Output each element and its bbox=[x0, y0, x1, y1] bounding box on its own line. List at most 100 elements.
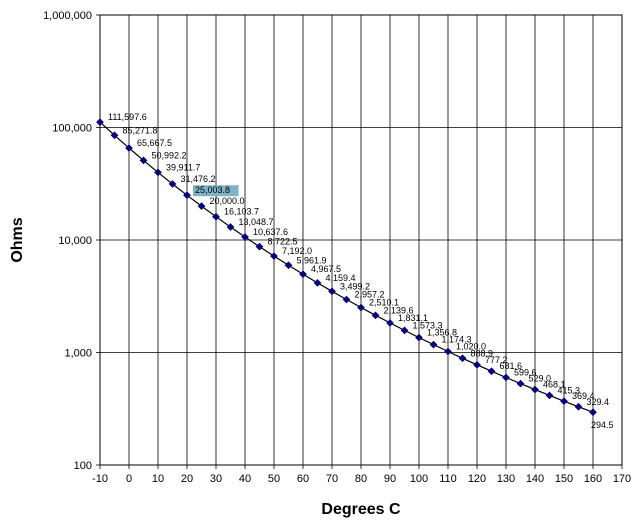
data-label: 888.9 bbox=[471, 348, 494, 358]
data-label: 31,476.2 bbox=[181, 174, 216, 184]
data-label: 16,103.7 bbox=[224, 207, 259, 217]
grid-lines bbox=[99, 14, 623, 466]
data-point bbox=[444, 347, 452, 356]
x-tick-label: -10 bbox=[92, 473, 108, 485]
data-point bbox=[226, 223, 235, 231]
data-point bbox=[589, 408, 597, 417]
data-label: 2,139.6 bbox=[384, 305, 414, 315]
data-label: 1,020.0 bbox=[456, 342, 486, 352]
data-label: 2,510.1 bbox=[369, 298, 399, 308]
data-label: 8,722.5 bbox=[268, 237, 298, 247]
data-point bbox=[516, 379, 525, 388]
data-label: 1,831.1 bbox=[398, 313, 428, 323]
data-label: 2,957.2 bbox=[355, 290, 385, 300]
data-label: 85,271.8 bbox=[123, 125, 158, 135]
data-label: 777.2 bbox=[485, 355, 508, 365]
x-axis-title: Degrees C bbox=[321, 501, 401, 518]
data-point bbox=[502, 373, 510, 382]
data-point bbox=[458, 354, 467, 363]
data-point bbox=[241, 233, 249, 241]
x-tick-label: 60 bbox=[297, 473, 309, 485]
data-label: 4,159.4 bbox=[326, 273, 356, 283]
x-tick-label: 50 bbox=[268, 473, 280, 485]
x-tick-label: 40 bbox=[239, 473, 251, 485]
data-point bbox=[212, 212, 220, 221]
data-point bbox=[270, 252, 278, 261]
x-tick-label: 70 bbox=[326, 473, 338, 485]
data-label: 25,003.8 bbox=[195, 185, 230, 195]
data-labels: 111,597.6 85,271.8 65,667.5 50,992.2 39,911.… bbox=[108, 112, 614, 430]
y-tick-label: 1,000,000 bbox=[43, 10, 92, 22]
x-tick-label: 10 bbox=[152, 473, 164, 485]
x-tick-label: 110 bbox=[439, 473, 457, 485]
x-tick-label: 100 bbox=[410, 473, 428, 485]
data-point bbox=[400, 326, 409, 335]
data-point bbox=[574, 402, 583, 411]
x-tick-label: 30 bbox=[210, 473, 222, 485]
x-tick-label: 80 bbox=[355, 473, 367, 485]
data-point bbox=[125, 144, 133, 153]
data-point bbox=[284, 261, 293, 270]
data-point bbox=[487, 367, 496, 376]
data-label: 39,911.7 bbox=[166, 162, 200, 172]
data-label: 529.0 bbox=[529, 374, 552, 384]
data-label: 50,992.2 bbox=[152, 150, 187, 160]
data-point bbox=[531, 385, 539, 394]
data-point bbox=[313, 278, 322, 287]
data-point bbox=[386, 318, 394, 327]
data-label: 329.4 bbox=[587, 397, 610, 407]
data-point bbox=[255, 242, 264, 251]
data-label: 7,192.0 bbox=[282, 246, 312, 256]
data-point bbox=[342, 295, 351, 304]
data-label: 5,961.9 bbox=[297, 255, 327, 265]
data-label: 294.5 bbox=[591, 420, 614, 430]
data-label: 468.1 bbox=[543, 380, 566, 390]
x-tick-label: 20 bbox=[181, 473, 193, 485]
data-point bbox=[371, 311, 380, 320]
data-point bbox=[473, 360, 481, 369]
y-axis-title: Ohms bbox=[9, 217, 26, 262]
y-tick-label: 100 bbox=[74, 460, 92, 472]
data-label: 13,048.7 bbox=[239, 217, 274, 227]
x-tick-label: 130 bbox=[497, 473, 515, 485]
data-point bbox=[299, 270, 307, 279]
y-tick-label: 10,000 bbox=[58, 235, 92, 247]
x-tick-label: 170 bbox=[613, 473, 631, 485]
x-tick-label: 150 bbox=[555, 473, 573, 485]
data-label: 10,637.6 bbox=[253, 227, 288, 237]
data-label: 599.6 bbox=[514, 367, 537, 377]
data-point bbox=[96, 118, 104, 127]
data-point bbox=[183, 191, 191, 200]
data-label: 65,667.5 bbox=[137, 138, 172, 148]
data-point bbox=[168, 180, 177, 188]
data-point bbox=[415, 333, 423, 342]
data-label: 681.6 bbox=[500, 361, 523, 371]
x-tick-label: 0 bbox=[126, 473, 132, 485]
data-point bbox=[197, 202, 206, 211]
data-point bbox=[560, 397, 568, 406]
data-point bbox=[545, 391, 554, 400]
data-point bbox=[357, 303, 365, 312]
x-tick-label: 90 bbox=[384, 473, 396, 485]
data-point bbox=[429, 340, 438, 349]
x-tick-label: 120 bbox=[468, 473, 486, 485]
data-label: 1,356.8 bbox=[427, 328, 457, 338]
data-label: 3,499.2 bbox=[340, 281, 370, 291]
data-label: 20,000.0 bbox=[210, 196, 245, 206]
data-point bbox=[110, 131, 119, 140]
data-markers bbox=[96, 118, 597, 417]
x-tick-label: 160 bbox=[584, 473, 602, 485]
data-label: 111,597.6 bbox=[108, 112, 147, 122]
data-label: 1,174.3 bbox=[442, 335, 472, 345]
data-point bbox=[328, 287, 336, 296]
highlighted-label-background bbox=[193, 185, 239, 197]
data-label: 369.4 bbox=[572, 391, 595, 401]
x-tick-label: 140 bbox=[526, 473, 544, 485]
y-tick-label: 100,000 bbox=[52, 123, 92, 135]
data-label: 1,573.3 bbox=[413, 320, 443, 330]
y-axis-ticks: 100 1,000 10,000 100,000 1,000,000 bbox=[43, 10, 100, 472]
data-label: 415.3 bbox=[558, 385, 581, 395]
x-axis-ticks: -10 0 10 20 30 40 50 60 70 80 90 100 110 120 130 140 150… bbox=[92, 465, 631, 485]
data-label: 4,967.5 bbox=[311, 264, 341, 274]
